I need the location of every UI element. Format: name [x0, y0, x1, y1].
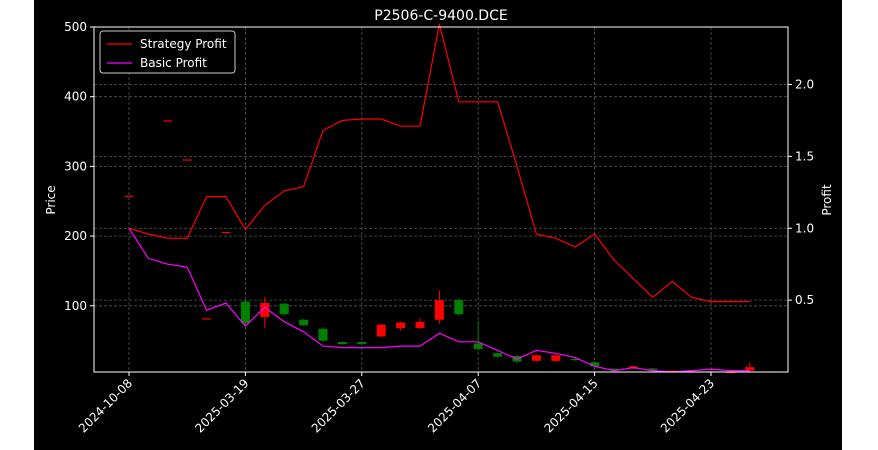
candle-body-16 [434, 300, 444, 320]
candle-body-2 [163, 120, 173, 122]
legend-label-strategy-profit: Strategy Profit [140, 37, 227, 51]
y-tick-label-right-1: 1.0 [795, 221, 814, 235]
line-basic-profit [128, 227, 750, 373]
candle-body-23 [570, 358, 580, 361]
candle-body-11 [337, 342, 347, 345]
y-tick-label-right-0: 0.5 [795, 293, 814, 307]
legend: Strategy Profit Basic Profit [99, 30, 236, 74]
y-tick-label-left-0: 100 [64, 299, 87, 313]
legend-label-basic-profit: Basic Profit [140, 56, 207, 70]
y-tick-label-left-3: 400 [64, 90, 87, 104]
candle-body-8 [279, 303, 289, 315]
grid [94, 26, 788, 372]
candle-body-19 [493, 353, 503, 357]
plot-area [94, 27, 788, 372]
candle-body-10 [318, 328, 328, 341]
profit-lines [128, 23, 750, 373]
candle-body-5 [221, 231, 231, 234]
candle-body-15 [415, 321, 425, 329]
plot-frame [93, 26, 789, 373]
candle-body-22 [551, 355, 561, 361]
candle-body-25 [609, 368, 619, 370]
candle-body-9 [299, 319, 309, 326]
candle-body-3 [182, 159, 192, 161]
y-tick-label-right-2: 1.5 [795, 149, 814, 163]
candle-body-28 [667, 370, 677, 372]
candle-body-24 [590, 362, 600, 367]
candle-body-27 [648, 368, 658, 370]
y-tick-label-left-4: 500 [64, 20, 87, 34]
y-tick-label-right-3: 2.0 [795, 78, 814, 92]
y-axis-label-right: Profit [820, 184, 834, 216]
candle-body-0 [124, 195, 134, 197]
candle-body-17 [454, 300, 464, 315]
candle-body-4 [202, 318, 212, 320]
candle-body-18 [473, 343, 483, 349]
candle-body-32 [745, 367, 755, 371]
candle-body-21 [531, 355, 541, 361]
line-strategy-profit [128, 23, 750, 303]
candle-body-12 [357, 342, 367, 345]
y-axis-label-left: Price [44, 185, 58, 214]
candle-body-31 [725, 372, 735, 374]
candle-body-7 [260, 303, 270, 317]
candle-body-13 [376, 324, 386, 337]
candle-body-6 [240, 301, 250, 324]
y-tick-label-left-1: 200 [64, 229, 87, 243]
legend-box [99, 30, 236, 74]
chart-title: P2506-C-9400.DCE [374, 8, 507, 24]
candle-body-14 [396, 322, 406, 329]
y-tick-label-left-2: 300 [64, 159, 87, 173]
